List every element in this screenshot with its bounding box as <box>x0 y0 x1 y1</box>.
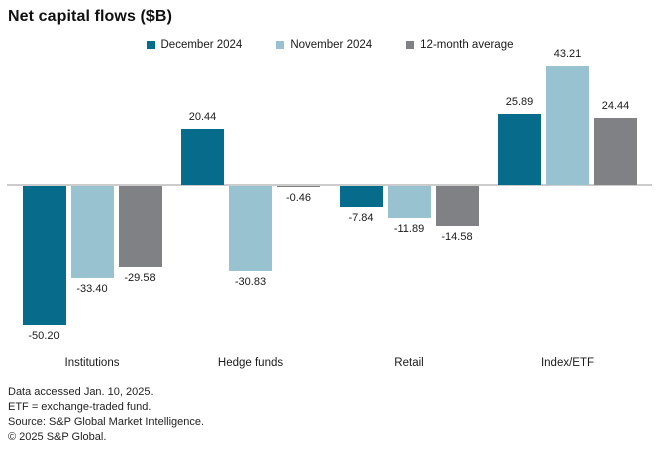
category-label: Retail <box>394 357 424 369</box>
value-label: 25.89 <box>505 95 534 108</box>
bar <box>339 185 383 208</box>
footnote-line: ETF = exchange-traded fund. <box>8 401 152 413</box>
value-label: -50.20 <box>28 329 60 342</box>
value-label: 24.44 <box>601 99 630 112</box>
legend-label: 12-month average <box>420 39 514 51</box>
legend-label: December 2024 <box>160 39 243 51</box>
value-label: -7.84 <box>348 212 374 225</box>
bar <box>277 185 320 187</box>
bar <box>546 65 589 186</box>
bar <box>118 185 162 268</box>
legend-swatch-icon <box>146 41 155 49</box>
value-label: -14.58 <box>441 230 473 243</box>
bar <box>22 185 66 325</box>
chart-title: Net capital flows ($B) <box>8 8 173 25</box>
value-label: 43.21 <box>553 47 582 60</box>
category-label: Index/ETF <box>540 357 595 369</box>
footnote-line: © 2025 S&P Global. <box>8 431 107 443</box>
legend: December 2024 November 2024 12-month ave… <box>0 39 660 51</box>
category-label: Institutions <box>64 357 120 369</box>
bar <box>181 128 224 186</box>
legend-label: November 2024 <box>290 39 373 51</box>
legend-item: 12-month average <box>406 39 514 51</box>
bar <box>387 185 431 219</box>
category-label: Hedge funds <box>217 357 284 369</box>
legend-swatch-icon <box>406 41 415 49</box>
bar <box>498 113 541 186</box>
value-label: -11.89 <box>393 223 425 236</box>
legend-swatch-icon <box>276 41 285 49</box>
bar <box>229 185 272 271</box>
legend-item: December 2024 <box>146 39 243 51</box>
legend-item: November 2024 <box>276 39 372 51</box>
value-label: -33.40 <box>76 283 108 296</box>
footnote-line: Data accessed Jan. 10, 2025. <box>8 386 154 398</box>
value-label: -29.58 <box>124 272 156 285</box>
footnotes: Data accessed Jan. 10, 2025. ETF = excha… <box>8 385 204 445</box>
bar <box>70 185 114 279</box>
value-label: -30.83 <box>234 275 267 288</box>
value-label: 20.44 <box>188 110 217 123</box>
bar <box>594 117 637 186</box>
zero-axis-line <box>7 184 652 186</box>
plot-area: -50.20 -33.40 -29.58 Institutions 20.44 -30.8… <box>0 48 660 378</box>
footnote-line: Source: S&P Global Market Intelligence. <box>8 416 205 428</box>
bar <box>435 185 479 226</box>
value-label: -0.46 <box>285 192 312 204</box>
